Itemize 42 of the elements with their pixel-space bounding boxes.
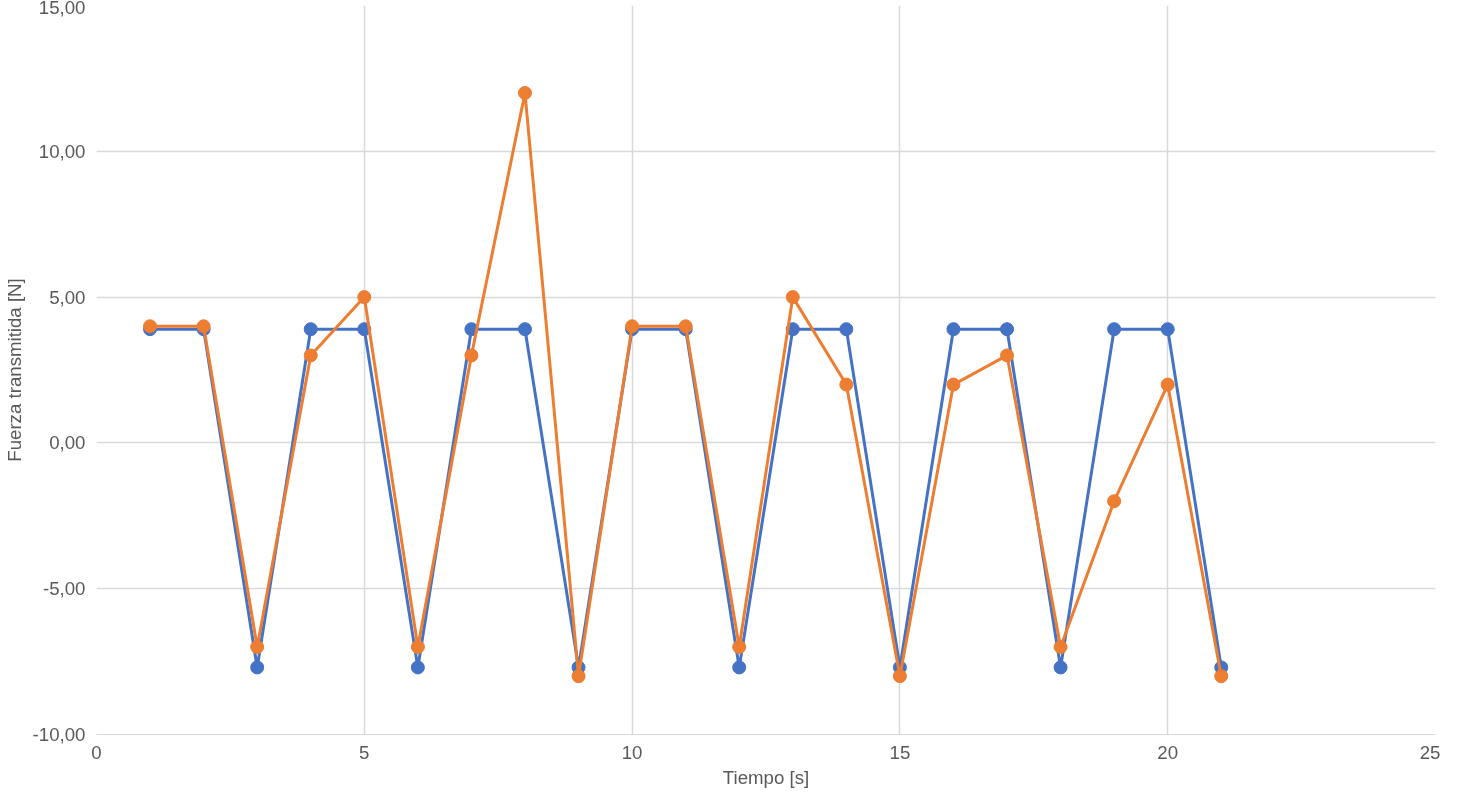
point (1214, 669, 1229, 684)
point (1053, 660, 1068, 675)
point (946, 377, 961, 392)
point (946, 322, 961, 337)
point (410, 660, 425, 675)
point (732, 660, 747, 675)
x-tick-label: 20 (1157, 741, 1179, 763)
x-tick-label: 10 (621, 741, 643, 763)
point (1000, 348, 1015, 363)
point (732, 640, 747, 655)
point (250, 660, 265, 675)
y-axis-title: Fuerza transmitida [N] (3, 278, 25, 462)
x-tick-label: 0 (91, 741, 102, 763)
x-tick-label: 25 (1419, 741, 1441, 763)
y-tick-label: 15,00 (38, 0, 86, 18)
point (1107, 494, 1122, 509)
point (1000, 322, 1015, 337)
y-tick-label: 0,00 (49, 432, 86, 454)
point (464, 348, 479, 363)
point (892, 669, 907, 684)
x-tick-label: 15 (889, 741, 911, 763)
point (1160, 322, 1175, 337)
x-axis-title: Tiempo [s] (722, 766, 810, 788)
point (839, 322, 854, 337)
y-tick-label: 5,00 (49, 286, 86, 308)
point (517, 85, 532, 100)
point (1107, 322, 1122, 337)
point (517, 322, 532, 337)
y-tick-label: -10,00 (32, 724, 86, 745)
point (1160, 377, 1175, 392)
point (303, 348, 318, 363)
x-tick-label: 5 (359, 741, 370, 763)
y-tick-label: 10,00 (38, 140, 86, 162)
point (571, 669, 586, 684)
point (1053, 640, 1068, 655)
point (839, 377, 854, 392)
y-tick-label: -5,00 (42, 578, 86, 600)
point (303, 322, 318, 337)
point (357, 290, 372, 305)
point (250, 640, 265, 655)
point (785, 290, 800, 305)
point (410, 640, 425, 655)
